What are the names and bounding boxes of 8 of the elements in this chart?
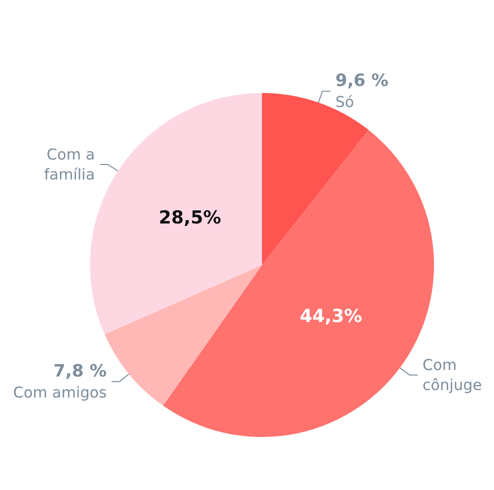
data-label: 28,5% [158,208,222,228]
slice-label: Só [335,93,354,112]
data-label: 7,8 % [54,362,107,382]
data-label: 44,3% [300,306,362,327]
data-label: 9,6 % [335,71,388,92]
slice-label: Com amigos [13,384,107,402]
slice-label: Com cônjuge [422,356,482,394]
slice-label: Com a família [44,145,95,184]
